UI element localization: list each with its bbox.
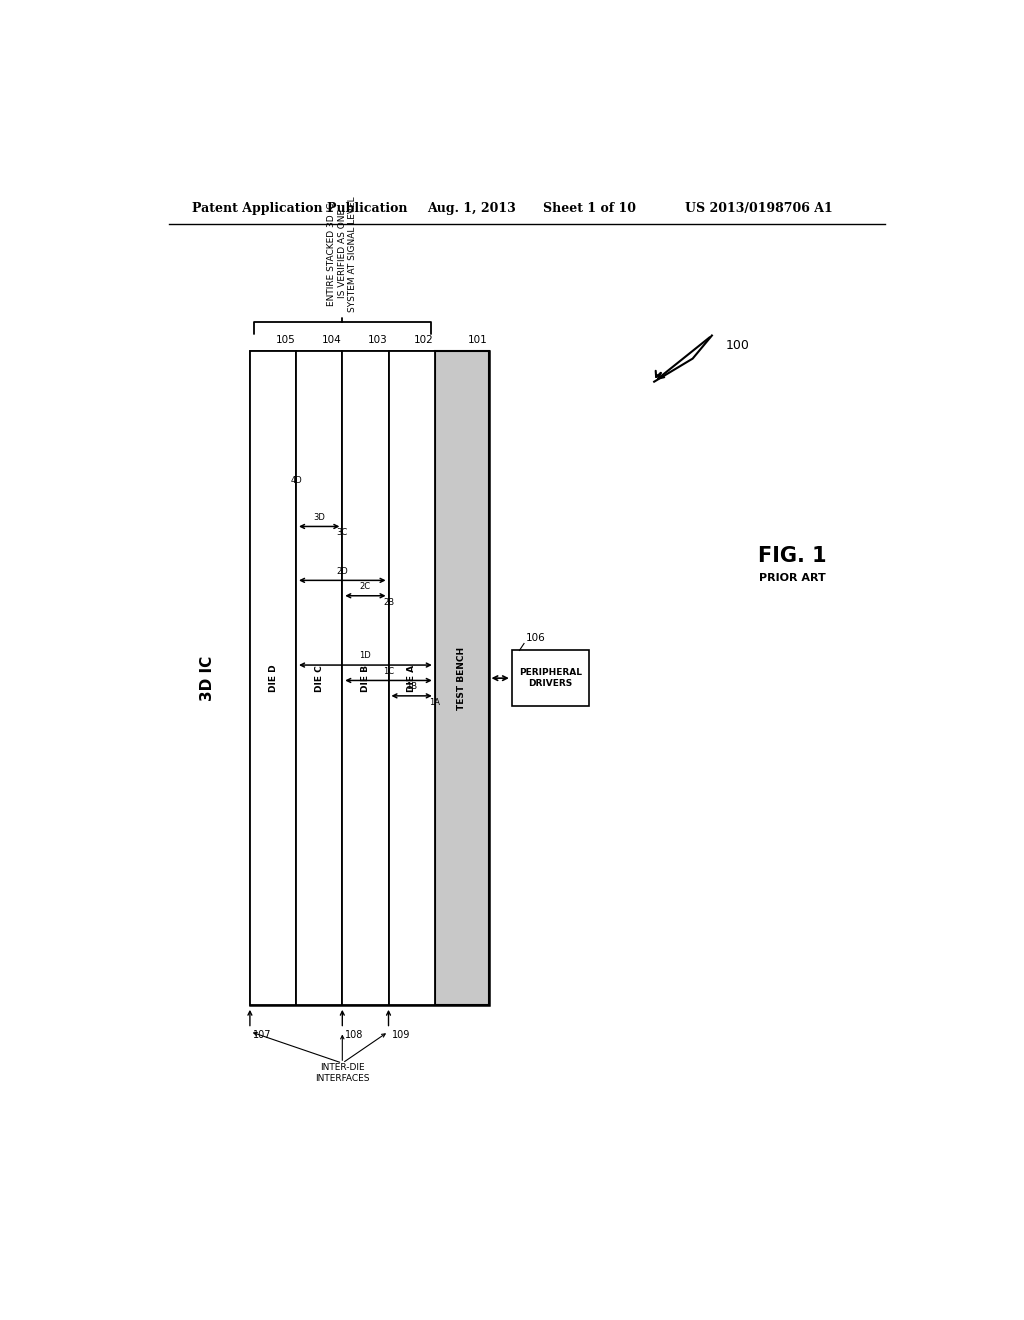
Text: 3D IC: 3D IC — [200, 656, 215, 701]
Text: PRIOR ART: PRIOR ART — [760, 573, 826, 582]
Text: Patent Application Publication: Patent Application Publication — [193, 202, 408, 215]
Text: 2B: 2B — [383, 598, 394, 607]
Text: 1B: 1B — [407, 682, 417, 692]
Text: Aug. 1, 2013: Aug. 1, 2013 — [427, 202, 516, 215]
Text: 109: 109 — [391, 1030, 410, 1040]
Text: 3C: 3C — [337, 528, 348, 537]
Bar — [296, 351, 342, 1006]
Text: Sheet 1 of 10: Sheet 1 of 10 — [543, 202, 636, 215]
Text: DIE D: DIE D — [268, 664, 278, 692]
Text: 106: 106 — [525, 632, 546, 643]
Text: 104: 104 — [322, 335, 342, 345]
Bar — [512, 651, 589, 706]
Text: 1C: 1C — [383, 667, 394, 676]
Text: DIE A: DIE A — [408, 664, 416, 692]
Text: PERIPHERAL
DRIVERS: PERIPHERAL DRIVERS — [519, 668, 582, 688]
Bar — [250, 351, 488, 1006]
Text: 4D: 4D — [290, 477, 302, 484]
Text: 1A: 1A — [429, 698, 440, 706]
Text: DIE C: DIE C — [314, 665, 324, 692]
Text: ENTIRE STACKED 3D IC
IS VERIFIED AS ONE
SYSTEM AT SIGNAL LEVEL: ENTIRE STACKED 3D IC IS VERIFIED AS ONE … — [328, 195, 357, 312]
Text: 105: 105 — [275, 335, 295, 345]
Bar — [388, 351, 435, 1006]
Text: INTER-DIE
INTERFACES: INTER-DIE INTERFACES — [315, 1063, 370, 1082]
Text: TEST BENCH: TEST BENCH — [457, 647, 466, 710]
Text: FIG. 1: FIG. 1 — [759, 546, 827, 566]
Text: US 2013/0198706 A1: US 2013/0198706 A1 — [685, 202, 833, 215]
Text: DIE B: DIE B — [360, 665, 370, 692]
Text: 107: 107 — [253, 1030, 271, 1040]
Text: 2D: 2D — [337, 566, 348, 576]
Text: 103: 103 — [368, 335, 388, 345]
Bar — [435, 351, 488, 1006]
Bar — [342, 351, 388, 1006]
Text: 101: 101 — [468, 335, 487, 345]
Text: 108: 108 — [345, 1030, 364, 1040]
Bar — [250, 351, 296, 1006]
Text: 102: 102 — [414, 335, 434, 345]
Text: 100: 100 — [726, 339, 750, 352]
Text: 3D: 3D — [313, 513, 326, 521]
Text: 1D: 1D — [359, 652, 372, 660]
Text: 2C: 2C — [359, 582, 371, 591]
